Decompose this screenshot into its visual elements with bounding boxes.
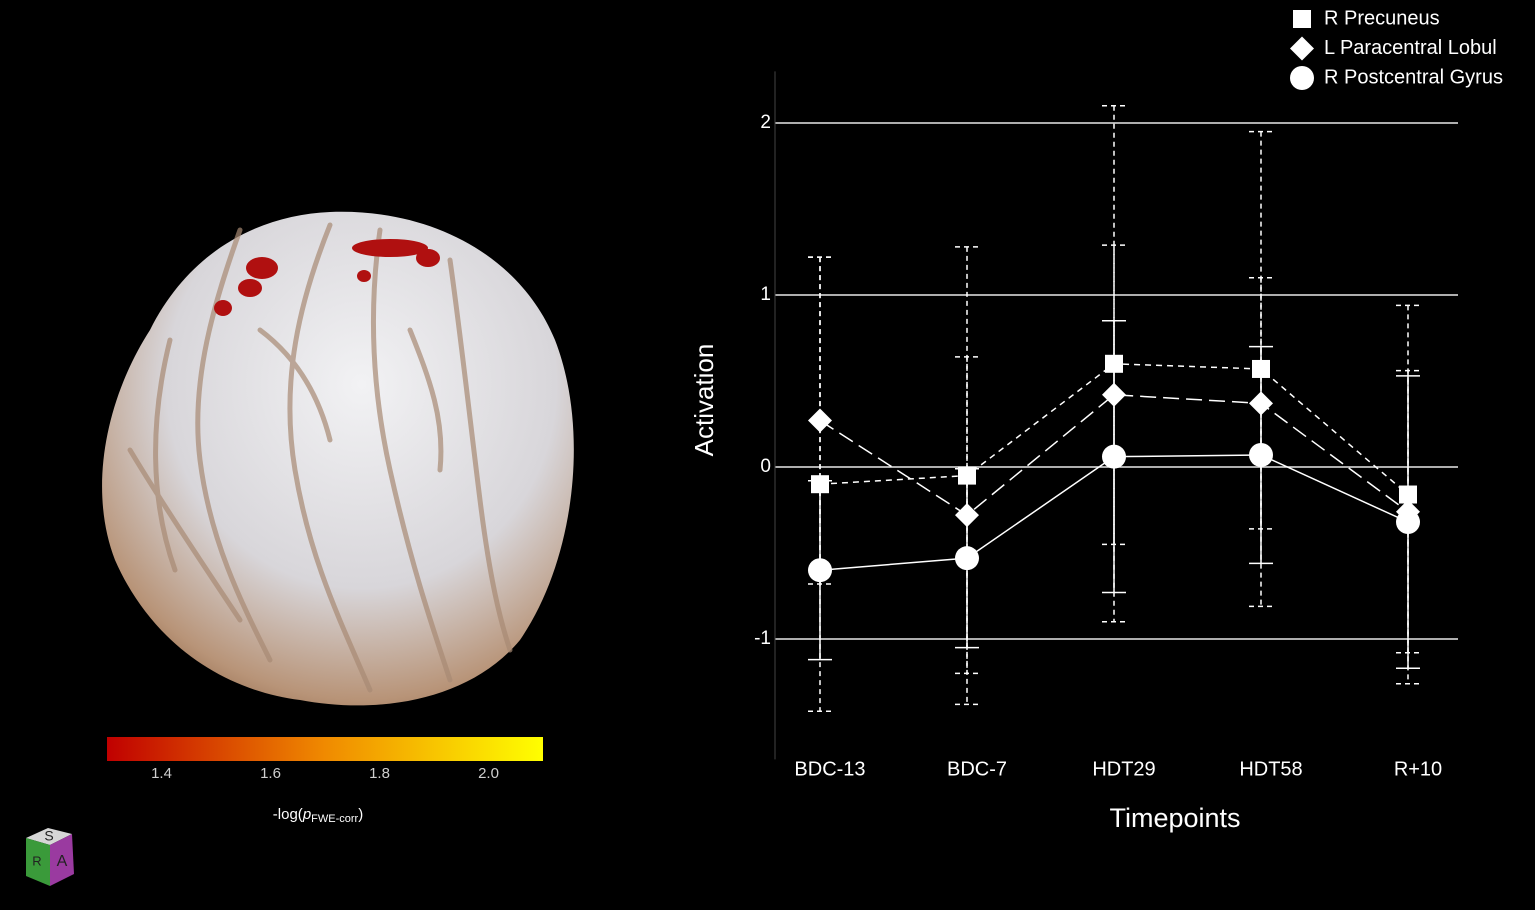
x-tick-label: HDT29 [1092, 758, 1155, 780]
x-tick-label: R+10 [1394, 758, 1442, 780]
legend-label: L Paracentral Lobul [1324, 37, 1497, 59]
colorbar-tick-label: 1.8 [369, 765, 390, 782]
x-tick-label: HDT58 [1239, 758, 1302, 780]
y-tick-label: 0 [760, 456, 771, 477]
x-tick-label: BDC-7 [947, 758, 1007, 780]
marker-circle [1396, 510, 1420, 535]
cube-front-label: A [57, 853, 68, 870]
marker-circle [1249, 442, 1273, 467]
legend-label: R Postcentral Gyrus [1324, 66, 1503, 88]
x-tick-label: BDC-13 [794, 758, 865, 780]
colorbar-tick-label: 2.0 [478, 765, 499, 782]
colorbar-label-suffix: ) [358, 806, 363, 823]
legend-marker [1290, 66, 1314, 90]
colorbar [107, 737, 543, 761]
error-bar [1102, 105, 1126, 623]
activation-clusters [214, 239, 440, 316]
series-line [819, 393, 1409, 517]
colorbar-label: -log(pFWE-corr) [273, 806, 363, 825]
marker-circle [808, 558, 832, 583]
brain-render [102, 211, 574, 706]
marker-diamond [808, 408, 832, 433]
series [808, 320, 1420, 669]
legend-label: R Precuneus [1324, 7, 1440, 29]
colorbar-label-prefix: -log( [273, 806, 303, 823]
cube-left-label: R [32, 853, 41, 868]
brain-surface [102, 211, 574, 706]
y-tick-label: 2 [760, 112, 771, 133]
y-tick-label: 1 [760, 284, 771, 305]
colorbar-label-subscript: FWE-corr [311, 813, 358, 825]
y-tick-label: -1 [754, 628, 771, 649]
y-axis-label: Activation [689, 344, 719, 457]
x-axis-label: Timepoints [1109, 803, 1240, 833]
colorbar-tick-label: 1.6 [260, 765, 281, 782]
orientation-cube: S R A [26, 828, 74, 886]
brain-sulci [127, 222, 513, 693]
colorbar-label-symbol: p [302, 806, 311, 823]
cube-top-label: S [44, 828, 53, 844]
colorbar-tick-label: 1.4 [151, 765, 172, 782]
marker-circle [1102, 444, 1126, 469]
marker-circle [955, 546, 979, 571]
legend-marker [1290, 36, 1314, 61]
legend-marker [1293, 10, 1311, 28]
